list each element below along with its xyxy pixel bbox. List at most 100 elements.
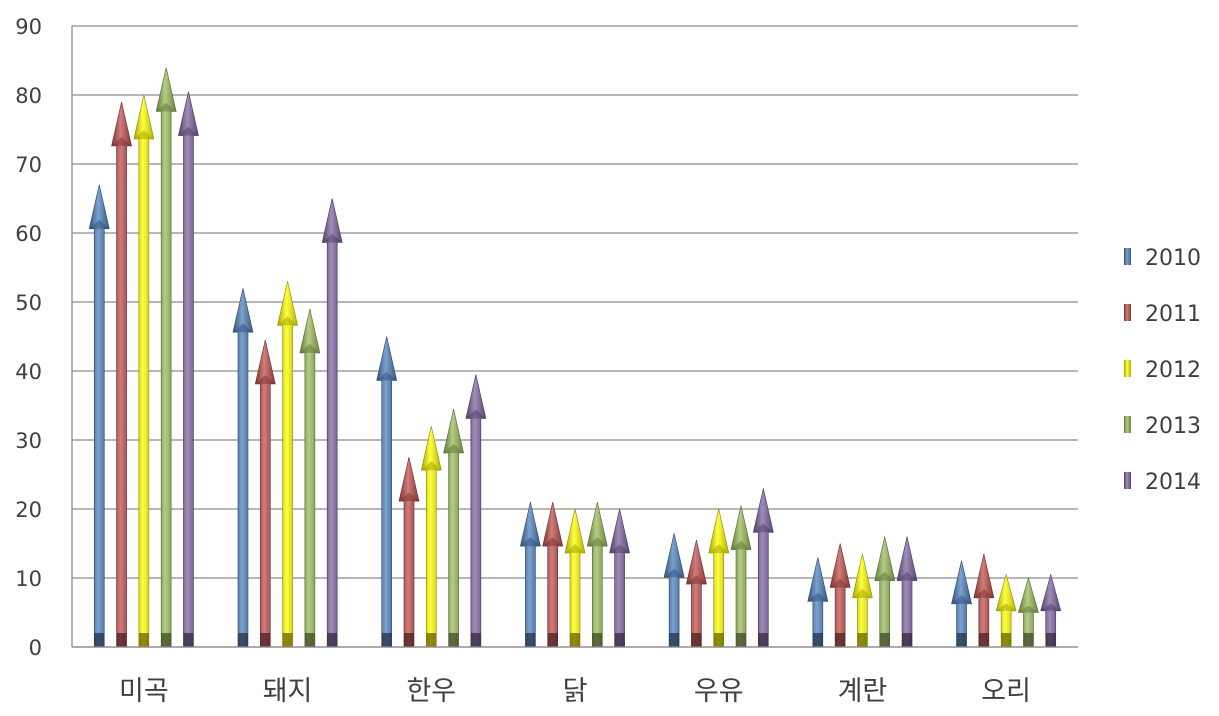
bar-head-shadow xyxy=(421,461,442,471)
legend-label-2011: 2011 xyxy=(1145,302,1201,327)
bar-2014-0 xyxy=(178,91,199,648)
bar-head-shadow xyxy=(542,537,563,547)
bar-base xyxy=(183,633,194,647)
bar-base xyxy=(978,633,989,647)
y-tick-label: 20 xyxy=(15,498,42,522)
bar-head-shadow xyxy=(520,537,541,547)
bar-base xyxy=(161,633,172,647)
legend-label-2013: 2013 xyxy=(1145,414,1201,439)
bar-2011-5 xyxy=(829,543,851,648)
bar-head-shadow xyxy=(753,523,774,533)
bar-base xyxy=(138,633,149,647)
bar-2014-5 xyxy=(896,536,918,648)
bar-base xyxy=(116,633,127,647)
x-tick-label: 한우 xyxy=(406,676,456,707)
x-tick-label: 돼지 xyxy=(263,676,313,707)
bar-base xyxy=(237,633,248,647)
bars xyxy=(88,67,1062,648)
bar-2014-4 xyxy=(752,488,774,648)
bar-head-shadow xyxy=(89,219,110,229)
bar-2013-3 xyxy=(586,502,608,648)
bar-base xyxy=(547,633,558,647)
bar-head-shadow xyxy=(156,102,177,112)
bar-base xyxy=(691,633,702,647)
bar-2011-4 xyxy=(686,539,707,648)
bar-base xyxy=(879,633,890,647)
bar-2011-0 xyxy=(111,101,132,648)
bar-head-shadow xyxy=(1018,605,1039,613)
bar-head-shadow xyxy=(465,409,486,419)
legend-swatch-2011 xyxy=(1124,304,1131,321)
bar-2011-1 xyxy=(254,339,276,648)
bar-base xyxy=(669,633,680,647)
bar-base xyxy=(525,633,536,647)
bar-base xyxy=(327,633,338,647)
x-tick-label: 미곡 xyxy=(119,676,169,707)
bar-head-shadow xyxy=(874,571,895,581)
bar-base xyxy=(736,633,747,647)
bar-base xyxy=(448,633,459,647)
bar-base xyxy=(381,633,392,647)
bar-base xyxy=(592,633,603,647)
bar-base xyxy=(1001,633,1012,647)
x-tick-label: 계란 xyxy=(838,676,888,707)
legend-label-2014: 2014 xyxy=(1145,470,1201,495)
bar-head-shadow xyxy=(830,578,851,588)
legend-swatch-2014 xyxy=(1124,472,1131,489)
y-tick-label: 0 xyxy=(29,636,42,660)
legend-label-2012: 2012 xyxy=(1145,358,1201,383)
bar-head-shadow xyxy=(664,568,685,578)
bar-base xyxy=(1045,633,1056,647)
bar-2012-1 xyxy=(277,281,298,648)
bar-2010-4 xyxy=(663,533,685,648)
bar-head-shadow xyxy=(996,603,1017,611)
y-tick-label: 60 xyxy=(15,222,42,246)
bar-2013-1 xyxy=(299,308,321,648)
bar-2014-1 xyxy=(321,198,343,648)
y-tick-label: 50 xyxy=(15,291,42,315)
bar-head-shadow xyxy=(951,595,972,604)
bar-head-shadow xyxy=(973,589,994,598)
x-tick-label: 오리 xyxy=(981,676,1031,707)
y-tick-label: 90 xyxy=(15,15,42,39)
bar-base xyxy=(260,633,271,647)
bar-2010-2 xyxy=(376,336,398,648)
bar-2012-2 xyxy=(420,426,442,648)
bar-base xyxy=(403,633,414,647)
bar-2013-4 xyxy=(730,505,752,648)
bar-base xyxy=(857,633,868,647)
bar-base xyxy=(426,633,437,647)
bar-base xyxy=(956,633,967,647)
legend-swatch-2010 xyxy=(1124,248,1131,265)
bar-2010-3 xyxy=(520,502,541,648)
bar-base xyxy=(304,633,315,647)
bar-base xyxy=(758,633,769,647)
bar-base xyxy=(94,633,105,647)
bar-base xyxy=(282,633,293,647)
bar-head-shadow xyxy=(255,375,276,384)
bar-2010-1 xyxy=(232,288,254,648)
legend: 2010 2011 2012 2013 2014 xyxy=(1124,246,1201,495)
y-axis: 0 10 20 30 40 50 60 70 80 90 xyxy=(15,15,73,660)
y-tick-label: 70 xyxy=(15,153,42,177)
legend-label-2010: 2010 xyxy=(1145,246,1201,271)
x-axis: 미곡 돼지 한우 닭 우유 계란 오리 xyxy=(72,646,1078,707)
bar-head-shadow xyxy=(897,571,918,581)
bar-base xyxy=(614,633,625,647)
bar-2011-2 xyxy=(398,457,420,648)
bar-base xyxy=(470,633,481,647)
bar-head-shadow xyxy=(708,544,729,553)
bar-head-shadow xyxy=(133,130,154,139)
x-tick-label: 우유 xyxy=(694,676,744,707)
bar-head-shadow xyxy=(1040,603,1061,611)
bar-head-shadow xyxy=(443,444,464,453)
x-tick-label: 닭 xyxy=(563,676,588,707)
bar-head-shadow xyxy=(731,540,752,550)
legend-swatch-2013 xyxy=(1124,416,1131,433)
bar-head-shadow xyxy=(111,137,132,146)
bar-2013-0 xyxy=(155,67,177,648)
bar-base xyxy=(812,633,823,647)
bar-head-shadow xyxy=(686,575,707,585)
bar-head-shadow xyxy=(178,126,199,136)
